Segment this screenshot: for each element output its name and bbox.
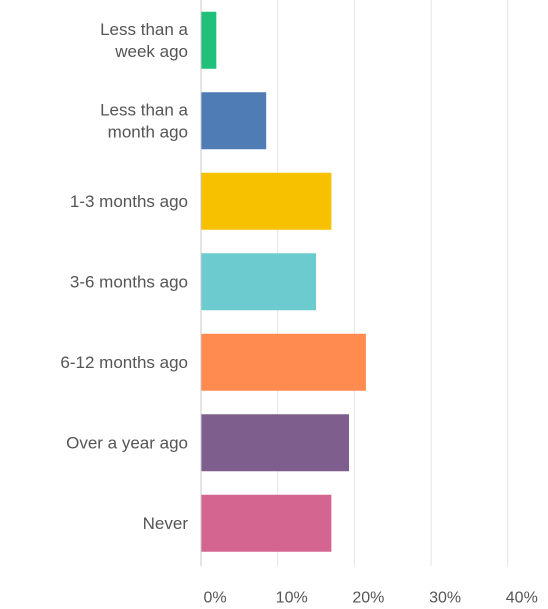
category-label-2: 1-3 months ago — [70, 192, 188, 211]
x-tick-labels: 0% 10% 20% 30% 40% — [203, 590, 537, 607]
bar-3 — [201, 253, 317, 311]
category-label-1: Less than a month ago — [100, 100, 188, 141]
bar-0 — [201, 11, 217, 69]
bar-4 — [201, 333, 366, 391]
x-tick-label: 20% — [352, 590, 384, 607]
x-tick-label: 0% — [203, 590, 226, 607]
category-label-line: 3-6 months ago — [70, 272, 188, 291]
category-label-3: 3-6 months ago — [70, 272, 188, 291]
bar-1 — [201, 92, 267, 150]
bar-2 — [201, 172, 332, 230]
category-label-line: Less than a — [100, 20, 188, 39]
category-label-line: Never — [143, 514, 189, 533]
category-label-line: 6-12 months ago — [60, 353, 188, 372]
x-tick-label: 30% — [429, 590, 461, 607]
category-label-0: Less than a week ago — [100, 20, 188, 61]
category-label-5: Over a year ago — [66, 433, 188, 452]
x-tick-label: 10% — [276, 590, 308, 607]
category-label-line: month ago — [108, 122, 188, 141]
x-tick-label: 40% — [506, 590, 538, 607]
category-label-line: week ago — [114, 42, 188, 61]
bars-layer — [201, 11, 366, 552]
category-label-line: 1-3 months ago — [70, 192, 188, 211]
category-label-line: Less than a — [100, 100, 188, 119]
category-label-6: Never — [143, 514, 189, 533]
bar-5 — [201, 414, 350, 472]
category-labels: Less than a week ago Less than a month ago 1… — [60, 20, 188, 533]
category-label-line: Over a year ago — [66, 433, 188, 452]
category-label-4: 6-12 months ago — [60, 353, 188, 372]
bar-6 — [201, 494, 332, 552]
